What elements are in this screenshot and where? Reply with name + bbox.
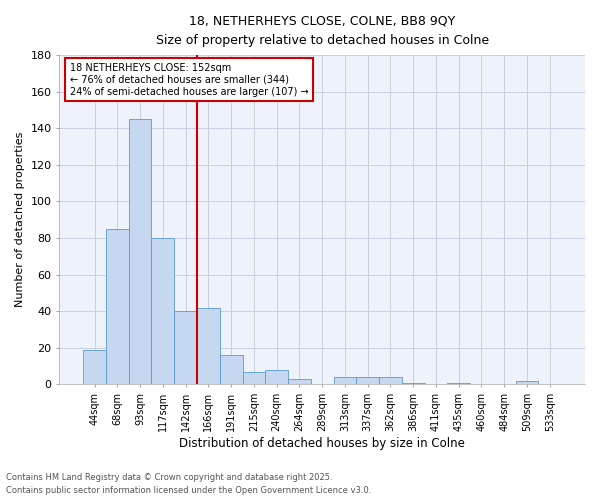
Title: 18, NETHERHEYS CLOSE, COLNE, BB8 9QY
Size of property relative to detached house: 18, NETHERHEYS CLOSE, COLNE, BB8 9QY Siz… bbox=[155, 15, 489, 47]
Bar bbox=[288, 379, 311, 384]
Y-axis label: Number of detached properties: Number of detached properties bbox=[15, 132, 25, 308]
Bar bbox=[448, 382, 470, 384]
Bar bbox=[242, 372, 265, 384]
Bar bbox=[197, 308, 220, 384]
Bar bbox=[334, 377, 356, 384]
Bar bbox=[515, 381, 538, 384]
Bar bbox=[151, 238, 174, 384]
Text: 18 NETHERHEYS CLOSE: 152sqm
← 76% of detached houses are smaller (344)
24% of se: 18 NETHERHEYS CLOSE: 152sqm ← 76% of det… bbox=[70, 64, 308, 96]
Bar bbox=[379, 377, 402, 384]
Bar bbox=[129, 119, 151, 384]
Bar bbox=[83, 350, 106, 384]
Bar bbox=[265, 370, 288, 384]
X-axis label: Distribution of detached houses by size in Colne: Distribution of detached houses by size … bbox=[179, 437, 465, 450]
Bar bbox=[356, 377, 379, 384]
Bar bbox=[402, 382, 425, 384]
Bar bbox=[174, 311, 197, 384]
Bar bbox=[106, 229, 129, 384]
Bar bbox=[220, 355, 242, 384]
Text: Contains HM Land Registry data © Crown copyright and database right 2025.
Contai: Contains HM Land Registry data © Crown c… bbox=[6, 474, 371, 495]
